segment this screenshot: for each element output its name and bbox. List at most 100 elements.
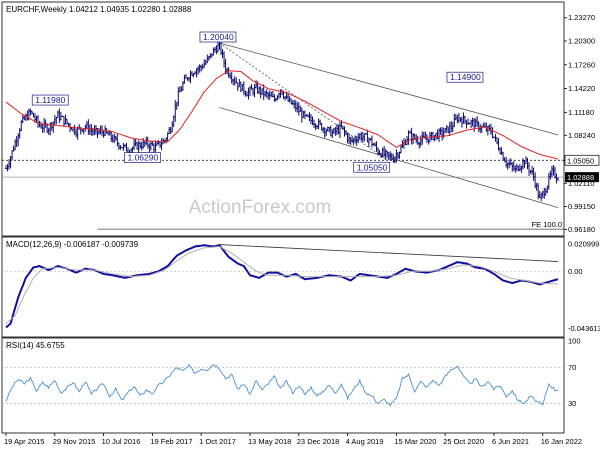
- price-bar: [297, 102, 300, 116]
- rsi-panel-frame: [1, 337, 565, 434]
- price-bar: [187, 76, 191, 82]
- price-bar: [253, 84, 256, 98]
- price-bar: [500, 147, 503, 156]
- price-bar: [15, 135, 18, 148]
- x-tick-label: 16 Jan 2022: [541, 437, 582, 446]
- price-bar: [407, 130, 410, 145]
- price-bar: [431, 131, 435, 141]
- price-bar: [527, 162, 531, 176]
- price-bar: [317, 118, 320, 130]
- price-bar: [538, 190, 541, 199]
- price-bar: [518, 164, 522, 171]
- price-bar: [475, 115, 479, 127]
- price-bar: [555, 173, 558, 184]
- price-bar: [212, 47, 215, 56]
- price-annotation: 1.05050: [357, 162, 388, 172]
- price-bar: [167, 126, 171, 135]
- price-bar: [460, 116, 464, 128]
- rsi-header: RSI(14) 45.6755: [6, 341, 65, 350]
- price-bar: [52, 121, 55, 133]
- price-y-tick-label: 1.02110: [568, 179, 595, 188]
- price-bar: [350, 136, 354, 144]
- last-price-label: 1.02888: [567, 173, 594, 182]
- price-bar: [13, 139, 17, 151]
- price-bar: [29, 108, 32, 116]
- price-bar: [114, 135, 117, 141]
- price-bar: [244, 90, 247, 97]
- price-bar: [77, 124, 81, 130]
- price-header: EURCHF,Weekly 1.04212 1.04935 1.02280 1.…: [6, 5, 192, 14]
- price-bar: [245, 91, 249, 97]
- price-bar: [472, 118, 476, 132]
- price-bar: [47, 127, 50, 135]
- price-bar: [488, 124, 491, 132]
- price-bar: [250, 83, 253, 90]
- price-bar: [242, 81, 246, 96]
- price-y-tick-label: 0.96180: [568, 225, 595, 234]
- price-bar: [419, 135, 422, 147]
- price-bar: [501, 151, 505, 160]
- price-bar: [270, 91, 273, 97]
- price-bar: [201, 63, 204, 70]
- last-price-box: [565, 172, 599, 183]
- price-bar: [425, 133, 429, 143]
- price-bar: [462, 112, 465, 124]
- price-bar: [58, 108, 61, 124]
- price-bar: [215, 45, 218, 55]
- retracement-line: [219, 42, 388, 161]
- price-bar: [183, 74, 186, 84]
- price-bar: [540, 192, 543, 202]
- price-bar: [453, 113, 456, 128]
- price-bar: [198, 64, 201, 73]
- price-bar: [230, 72, 233, 84]
- price-bar: [90, 124, 93, 136]
- price-bar: [477, 121, 480, 132]
- price-y-tick-label: 1.17260: [568, 60, 595, 69]
- price-bar: [300, 107, 304, 123]
- price-bar: [418, 141, 421, 149]
- price-bar: [326, 126, 329, 132]
- price-bar: [18, 128, 21, 139]
- x-tick-label: 23 Dec 2018: [297, 437, 340, 446]
- price-bar: [375, 141, 378, 152]
- price-bar: [515, 163, 519, 172]
- price-bar: [395, 149, 398, 163]
- price-bar: [143, 141, 146, 148]
- price-bar: [135, 141, 139, 150]
- price-annotation: 1.14900: [450, 72, 481, 82]
- price-bar: [286, 93, 290, 102]
- price-bar: [556, 177, 560, 181]
- price-bar: [111, 134, 114, 143]
- price-bar: [294, 100, 297, 112]
- price-bar: [312, 119, 316, 129]
- price-bar: [125, 142, 128, 152]
- price-bar: [241, 84, 244, 92]
- price-annotation-box: [199, 31, 237, 43]
- price-bar: [463, 115, 467, 125]
- price-y-tick-label: 1.08240: [568, 131, 595, 140]
- channel-line: [219, 42, 559, 136]
- price-bar: [466, 118, 470, 125]
- price-bar: [73, 124, 76, 135]
- price-bar: [158, 141, 162, 148]
- price-bar: [82, 128, 85, 135]
- price-bar: [373, 142, 377, 147]
- price-bar: [495, 137, 499, 145]
- price-bar: [134, 138, 137, 147]
- price-bar: [338, 121, 342, 139]
- price-bar: [157, 140, 160, 145]
- price-bar: [387, 152, 390, 161]
- price-bar: [416, 135, 419, 146]
- watermark: ActionForex.com: [189, 197, 332, 218]
- price-bar: [206, 54, 209, 64]
- price-bar: [36, 115, 40, 128]
- price-bar: [410, 127, 413, 145]
- price-bar: [329, 125, 332, 137]
- price-bar: [349, 137, 352, 146]
- price-bar: [50, 121, 53, 131]
- rsi-y-tick-label: 30: [568, 399, 576, 408]
- macd-header: MACD(12,26,9) -0.006187 -0.009739: [6, 240, 139, 249]
- price-bar: [260, 88, 264, 96]
- price-annotation: 1.20040: [203, 32, 234, 42]
- price-bar: [160, 138, 163, 151]
